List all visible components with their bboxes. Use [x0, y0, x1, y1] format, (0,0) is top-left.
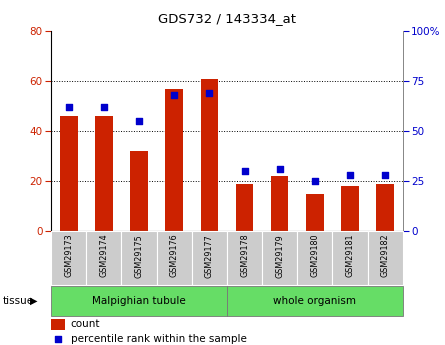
- Bar: [368, 231, 403, 285]
- Bar: [297, 231, 332, 285]
- Point: [382, 172, 389, 178]
- Point: [312, 178, 319, 184]
- Text: GSM29182: GSM29182: [380, 234, 390, 277]
- Point: [65, 104, 73, 110]
- Point: [206, 90, 213, 96]
- Bar: [157, 231, 192, 285]
- Text: GSM29176: GSM29176: [170, 234, 179, 277]
- Bar: [130, 151, 148, 231]
- Bar: [341, 186, 359, 231]
- Text: GSM29173: GSM29173: [64, 234, 73, 277]
- Text: whole organism: whole organism: [273, 296, 356, 306]
- Bar: [51, 319, 65, 330]
- Text: GSM29174: GSM29174: [99, 234, 109, 277]
- Point: [347, 172, 354, 178]
- Text: count: count: [70, 319, 100, 329]
- Bar: [51, 286, 227, 316]
- Point: [171, 92, 178, 98]
- Point: [276, 166, 283, 172]
- Bar: [166, 89, 183, 231]
- Text: ▶: ▶: [30, 296, 37, 306]
- Bar: [201, 79, 218, 231]
- Text: GSM29177: GSM29177: [205, 234, 214, 278]
- Bar: [271, 176, 288, 231]
- Text: GSM29175: GSM29175: [134, 234, 144, 278]
- Bar: [227, 231, 262, 285]
- Point: [241, 168, 248, 174]
- Point: [54, 336, 61, 341]
- Text: GSM29179: GSM29179: [275, 234, 284, 278]
- Bar: [60, 116, 77, 231]
- Bar: [306, 194, 324, 231]
- Text: GSM29178: GSM29178: [240, 234, 249, 277]
- Text: GSM29180: GSM29180: [310, 234, 320, 277]
- Bar: [332, 231, 368, 285]
- Bar: [376, 184, 394, 231]
- Text: GSM29181: GSM29181: [345, 234, 355, 277]
- Text: GDS732 / 143334_at: GDS732 / 143334_at: [158, 12, 296, 26]
- Bar: [95, 116, 113, 231]
- Bar: [227, 286, 403, 316]
- Text: percentile rank within the sample: percentile rank within the sample: [70, 334, 247, 344]
- Text: Malpighian tubule: Malpighian tubule: [92, 296, 186, 306]
- Bar: [192, 231, 227, 285]
- Bar: [262, 231, 297, 285]
- Text: tissue: tissue: [2, 296, 33, 306]
- Bar: [236, 184, 253, 231]
- Bar: [86, 231, 121, 285]
- Bar: [121, 231, 157, 285]
- Point: [136, 118, 143, 124]
- Bar: [51, 231, 86, 285]
- Point: [101, 104, 108, 110]
